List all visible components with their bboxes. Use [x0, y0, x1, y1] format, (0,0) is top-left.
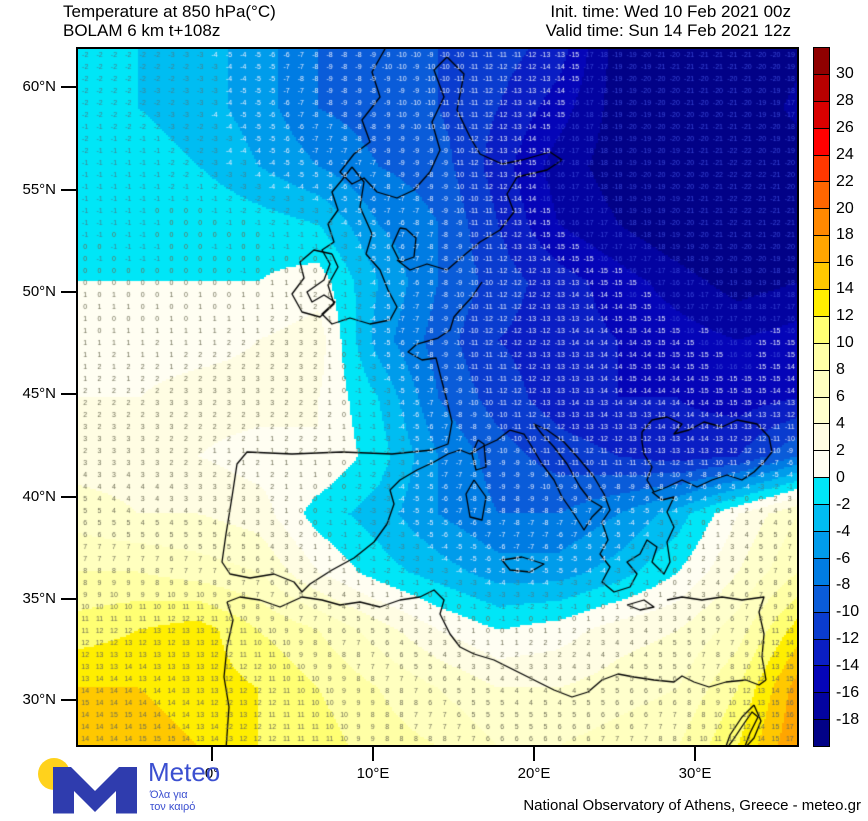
lon-axis-tick — [211, 747, 213, 761]
colorbar-segment — [814, 478, 829, 506]
colorbar-segment — [814, 720, 829, 747]
lat-axis-tick — [61, 86, 76, 88]
lon-axis-tick — [372, 747, 374, 761]
colorbar-tick-label: 12 — [836, 307, 854, 325]
colorbar-tick-label: 28 — [836, 91, 854, 109]
colorbar-segment — [814, 424, 829, 452]
colorbar-tick-label: -10 — [836, 603, 860, 621]
colorbar-segment — [814, 316, 829, 344]
temperature-colorbar — [813, 47, 830, 747]
map-frame — [76, 47, 799, 747]
lat-axis-tick — [61, 393, 76, 395]
colorbar-tick-label: 10 — [836, 334, 854, 352]
model-run-label: BOLAM 6 km t+108z — [63, 21, 221, 40]
colorbar-tick-label: -14 — [836, 657, 860, 675]
temperature-map-canvas — [78, 49, 797, 745]
colorbar-segment — [814, 128, 829, 156]
lon-axis-label: 10°E — [356, 765, 390, 782]
logo-m-icon — [53, 767, 137, 814]
colorbar-segment — [814, 585, 829, 613]
lon-axis-tick — [694, 747, 696, 761]
lon-axis-label: 20°E — [517, 765, 551, 782]
lat-axis-label: 30°N — [22, 691, 56, 708]
meteo-logo: Meteo Όλα για τον καιρό — [30, 753, 250, 815]
colorbar-tick-label: -12 — [836, 630, 860, 648]
colorbar-segment — [814, 74, 829, 102]
colorbar-tick-label: -2 — [836, 495, 851, 513]
colorbar-segment — [814, 290, 829, 317]
colorbar-segment — [814, 343, 829, 371]
init-time-label: Init. time: Wed 10 Feb 2021 00z — [550, 2, 791, 21]
page-title: Temperature at 850 hPa(°C) — [63, 2, 276, 21]
colorbar-segment — [814, 48, 829, 75]
lat-axis-label: 50°N — [22, 283, 56, 300]
colorbar-segment — [814, 532, 829, 559]
colorbar-tick-label: 30 — [836, 64, 854, 82]
colorbar-tick-label: 18 — [836, 226, 854, 244]
colorbar-tick-label: 8 — [836, 361, 845, 379]
lat-axis-label: 55°N — [22, 181, 56, 198]
lat-axis-tick — [61, 598, 76, 600]
colorbar-segment — [814, 612, 829, 640]
colorbar-segment — [814, 155, 829, 183]
colorbar-tick-label: 26 — [836, 118, 854, 136]
colorbar-tick-label: 2 — [836, 441, 845, 459]
colorbar-tick-label: 22 — [836, 172, 854, 190]
colorbar-tick-label: 4 — [836, 414, 845, 432]
brand-name: Meteo — [148, 757, 221, 787]
colorbar-segment — [814, 370, 829, 398]
colorbar-segment — [814, 639, 829, 667]
logo-tagline-line2: τον καιρό — [150, 801, 196, 813]
lat-axis-label: 35°N — [22, 590, 56, 607]
lat-axis-label: 60°N — [22, 78, 56, 95]
time-block: Init. time: Wed 10 Feb 2021 00z Valid ti… — [546, 2, 791, 40]
colorbar-segment — [814, 263, 829, 291]
colorbar-tick-label: 20 — [836, 199, 854, 217]
lat-axis-tick — [61, 496, 76, 498]
lat-axis-label: 40°N — [22, 488, 56, 505]
lon-axis-label: 30°E — [678, 765, 712, 782]
lat-axis-label: 45°N — [22, 385, 56, 402]
title-block: Temperature at 850 hPa(°C) BOLAM 6 km t+… — [63, 2, 276, 40]
valid-time-label: Valid time: Sun 14 Feb 2021 12z — [545, 21, 791, 40]
colorbar-tick-label: 24 — [836, 145, 854, 163]
lon-axis-label: 0° — [204, 765, 220, 782]
colorbar-tick-label: 0 — [836, 468, 845, 486]
colorbar-tick-label: -18 — [836, 711, 860, 729]
colorbar-segment — [814, 451, 829, 479]
colorbar-segment — [814, 693, 829, 721]
colorbar-segment — [814, 558, 829, 586]
colorbar-tick-label: -6 — [836, 549, 851, 567]
lat-axis-tick — [61, 699, 76, 701]
colorbar-tick-label: -16 — [836, 684, 860, 702]
lon-axis-tick — [533, 747, 535, 761]
colorbar-tick-label: 6 — [836, 388, 845, 405]
colorbar-segment — [814, 236, 829, 264]
colorbar-segment — [814, 182, 829, 210]
colorbar-tick-label: 14 — [836, 280, 854, 298]
colorbar-segment — [814, 505, 829, 533]
colorbar-tick-label: 16 — [836, 253, 854, 271]
colorbar-segment — [814, 101, 829, 129]
colorbar-segment — [814, 209, 829, 237]
logo-tagline-line1: Όλα για — [150, 789, 188, 801]
lat-axis-tick — [61, 189, 76, 191]
colorbar-tick-label: -8 — [836, 576, 851, 594]
attribution-text: National Observatory of Athens, Greece -… — [523, 797, 861, 814]
colorbar-segment — [814, 397, 829, 425]
colorbar-tick-label: -4 — [836, 522, 851, 540]
colorbar-segment — [814, 666, 829, 694]
lat-axis-tick — [61, 291, 76, 293]
